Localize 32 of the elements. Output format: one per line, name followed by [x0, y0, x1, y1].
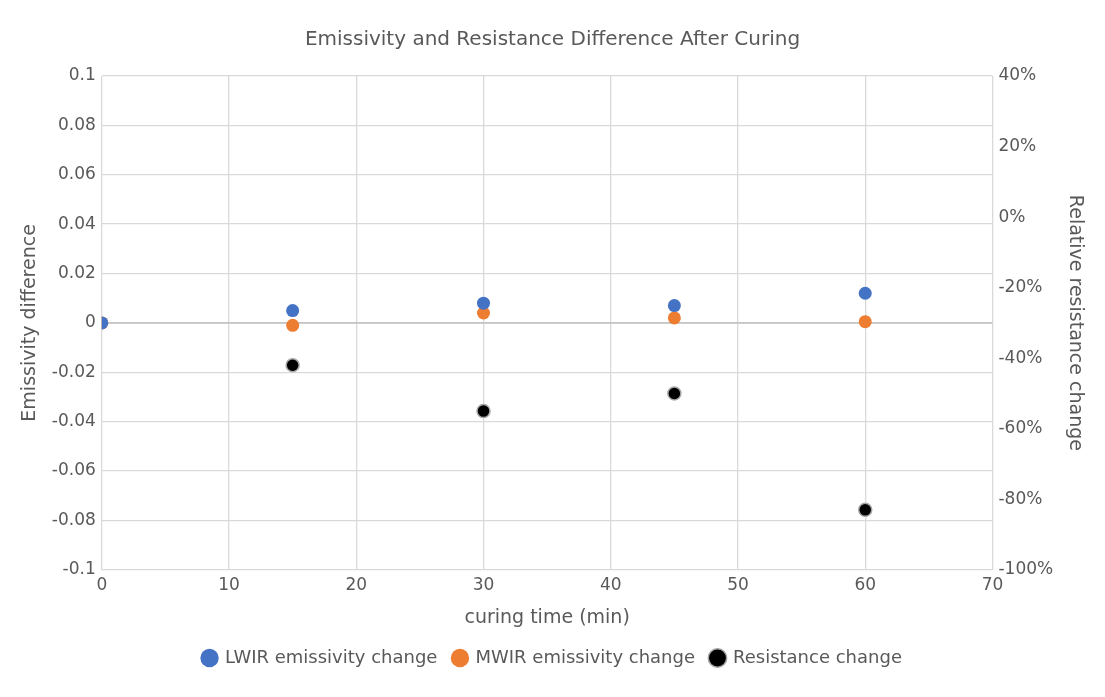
y2-tick-label: 0%	[998, 205, 1026, 226]
x-tick-label: 20	[345, 574, 368, 595]
x-tick-label: 70	[981, 574, 1004, 595]
y2-tick-label: 40%	[998, 64, 1037, 85]
legend-label: Resistance change	[733, 645, 902, 667]
y-tick-label: -0.04	[51, 410, 96, 431]
y-tick-label: -0.1	[62, 558, 96, 579]
x-tick-label: 60	[854, 574, 877, 595]
y-tick-label: -0.08	[51, 508, 96, 529]
x-tick-label: 30	[472, 574, 495, 595]
x-tick-label: 50	[727, 574, 749, 595]
y2-tick-label: -80%	[998, 487, 1043, 508]
y-tick-label: 0.04	[57, 212, 96, 233]
y-tick-label: -0.02	[51, 360, 96, 381]
y2-axis-title: Relative resistance change	[1065, 194, 1088, 451]
y2-tick-label: -60%	[998, 417, 1043, 438]
y-tick-label: 0.08	[57, 113, 96, 134]
y-tick-label: -0.06	[51, 459, 96, 480]
x-axis-title: curing time (min)	[464, 604, 630, 627]
y-tick-label: 0.1	[68, 64, 96, 85]
y-axis-title: Emissivity difference	[17, 224, 40, 422]
x-tick-label: 10	[218, 574, 240, 595]
legend-label: LWIR emissivity change	[225, 645, 438, 667]
x-tick-label: 40	[599, 574, 622, 595]
y-tick-label: 0.02	[57, 261, 96, 282]
y2-tick-label: -20%	[998, 276, 1043, 297]
y-tick-label: 0.06	[57, 163, 96, 184]
y-tick-label: 0	[84, 311, 96, 332]
legend-label: MWIR emissivity change	[475, 645, 695, 667]
chart-title: Emissivity and Resistance Difference After Curing	[304, 26, 801, 51]
y2-tick-label: -40%	[998, 346, 1043, 367]
y2-tick-label: 20%	[998, 134, 1037, 155]
